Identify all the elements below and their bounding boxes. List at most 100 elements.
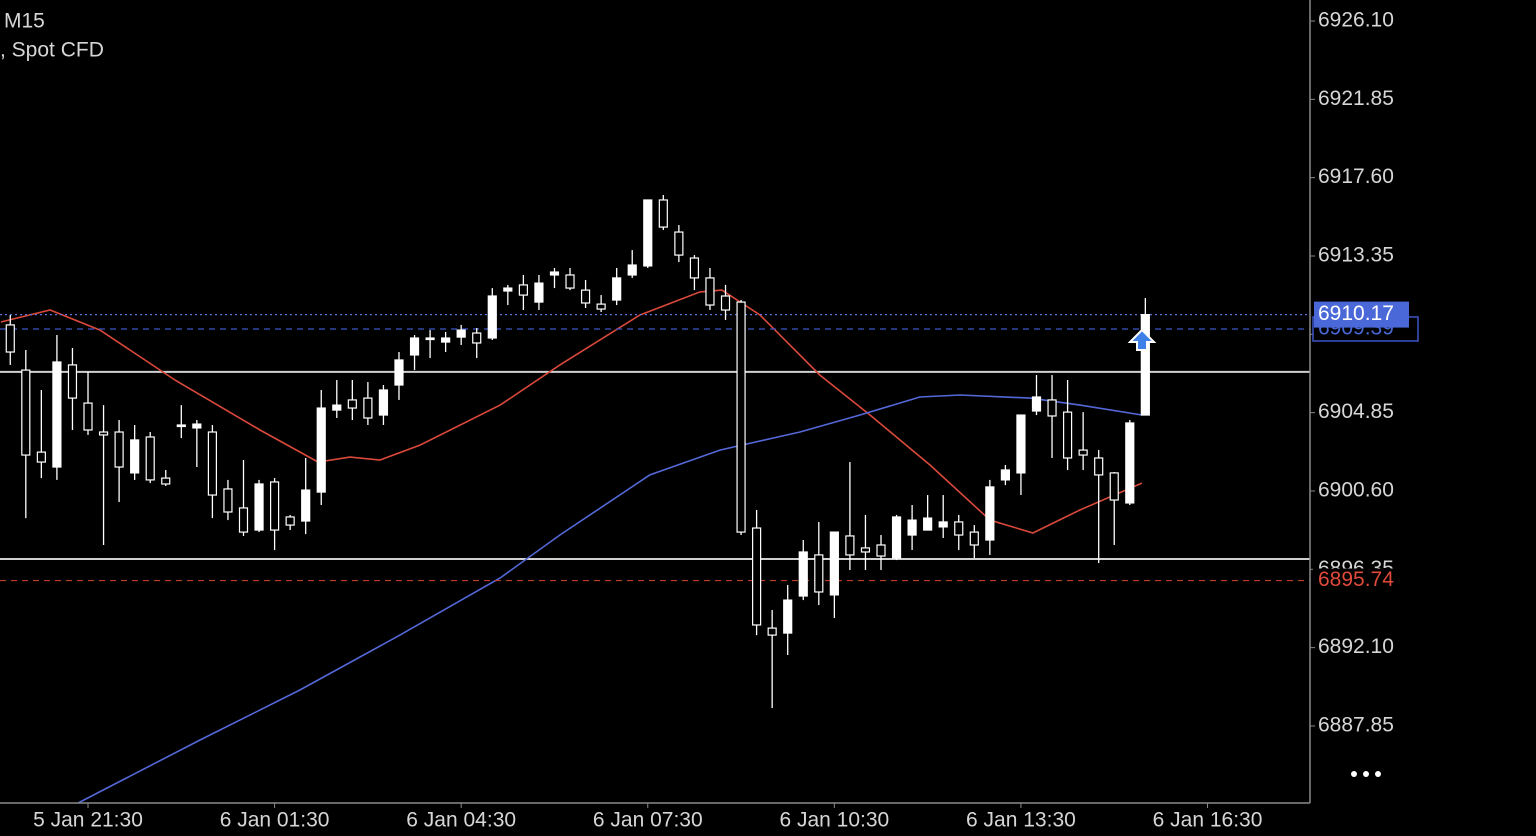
candle-body xyxy=(363,397,373,419)
candle-body xyxy=(1062,411,1073,459)
chart-subtitle: , Spot CFD xyxy=(0,39,104,62)
series-layer xyxy=(0,289,1310,804)
candle-body xyxy=(1140,314,1150,416)
moving-average-line xyxy=(77,394,1143,804)
candle-body xyxy=(161,477,171,485)
candle-body xyxy=(238,507,249,533)
candle-body xyxy=(534,282,544,303)
y-tick-label: 6887.85 xyxy=(1318,714,1394,737)
price-label-box xyxy=(1314,301,1409,328)
grid-layer xyxy=(0,20,1315,808)
candle-body xyxy=(223,488,233,513)
candle-body xyxy=(1047,399,1057,417)
candle-body xyxy=(1016,414,1026,474)
candle-body xyxy=(52,361,62,468)
price-label: 6910.17 xyxy=(1318,302,1394,325)
candle-body xyxy=(689,257,700,279)
candle-body xyxy=(938,521,948,528)
candle-body xyxy=(596,303,606,310)
candle-body xyxy=(752,527,762,626)
candle-body xyxy=(518,284,528,296)
candle-body xyxy=(98,431,109,436)
candle-body xyxy=(1031,396,1042,412)
candle-body xyxy=(425,337,435,341)
candle-body xyxy=(736,301,746,533)
menu-dot[interactable] xyxy=(1363,771,1369,777)
candle-body xyxy=(5,324,15,353)
candle-body xyxy=(1109,472,1119,501)
candle-body xyxy=(923,517,933,531)
candle-body xyxy=(378,389,389,416)
x-tick-label: 6 Jan 07:30 xyxy=(593,809,703,832)
y-tick-label: 6917.60 xyxy=(1318,165,1394,188)
candle-body xyxy=(907,519,917,536)
candle-body xyxy=(301,489,311,522)
candle-body xyxy=(285,516,295,526)
candle-body xyxy=(876,544,886,557)
label-layer: 6926.106921.856917.606913.356909.106904.… xyxy=(33,9,1419,832)
x-tick-label: 6 Jan 13:30 xyxy=(966,809,1076,832)
y-tick-label: 6921.85 xyxy=(1318,87,1394,110)
candle-body xyxy=(130,439,140,474)
price-label: 6895.74 xyxy=(1318,568,1394,591)
candle-body xyxy=(658,199,668,228)
candle-body xyxy=(798,551,808,597)
candle-body xyxy=(145,436,155,481)
candle-body xyxy=(36,451,46,463)
candle-body xyxy=(83,402,93,431)
candle-body xyxy=(643,199,653,267)
candle-body xyxy=(332,404,342,411)
candle-body xyxy=(565,274,575,289)
candle-body xyxy=(783,599,793,634)
candle-body xyxy=(860,547,871,553)
y-tick-label: 6913.35 xyxy=(1318,244,1394,267)
x-tick-label: 6 Jan 16:30 xyxy=(1153,809,1263,832)
candle-body xyxy=(441,337,451,343)
candle-body xyxy=(627,264,637,276)
menu-button[interactable] xyxy=(1351,771,1381,777)
candle-body xyxy=(192,423,202,429)
candle-body xyxy=(409,337,420,356)
candle-body xyxy=(720,295,731,311)
candle-body xyxy=(829,531,839,596)
candle-body xyxy=(1000,469,1010,481)
candle-body xyxy=(269,481,280,531)
candle-body xyxy=(969,531,979,546)
candle-body xyxy=(954,521,964,536)
candle-body xyxy=(814,554,824,593)
candle-body xyxy=(503,287,513,292)
candle-body xyxy=(316,407,326,493)
candle-body xyxy=(549,271,560,276)
x-tick-label: 6 Jan 04:30 xyxy=(406,809,516,832)
signal-arrow xyxy=(1127,328,1157,351)
x-tick-label: 6 Jan 10:30 xyxy=(779,809,889,832)
candle-body xyxy=(580,289,591,304)
y-tick-label: 6904.85 xyxy=(1318,400,1394,423)
candle-body xyxy=(114,431,124,468)
candle-layer xyxy=(5,194,1150,709)
candle-body xyxy=(845,535,855,556)
y-tick-label: 6892.10 xyxy=(1318,635,1394,658)
x-tick-label: 5 Jan 21:30 xyxy=(33,809,143,832)
candle-body xyxy=(767,627,777,636)
x-tick-label: 6 Jan 01:30 xyxy=(220,809,330,832)
candle-body xyxy=(674,231,684,256)
menu-dot[interactable] xyxy=(1375,771,1381,777)
menu-dot[interactable] xyxy=(1351,771,1357,777)
candle-body xyxy=(394,359,404,386)
signal-arrow-shape xyxy=(1127,328,1157,351)
candle-body xyxy=(985,486,995,541)
candle-body xyxy=(1125,422,1135,504)
candle-body xyxy=(472,332,482,344)
candle-body xyxy=(347,399,357,409)
candle-body xyxy=(176,424,186,428)
candle-body xyxy=(705,277,715,306)
y-tick-label: 6926.10 xyxy=(1318,9,1394,32)
candle-body xyxy=(1094,457,1104,476)
chart-title: M15 xyxy=(4,10,45,33)
candle-body xyxy=(67,364,78,399)
candle-body xyxy=(21,369,31,456)
y-tick-label: 6900.60 xyxy=(1318,479,1394,502)
